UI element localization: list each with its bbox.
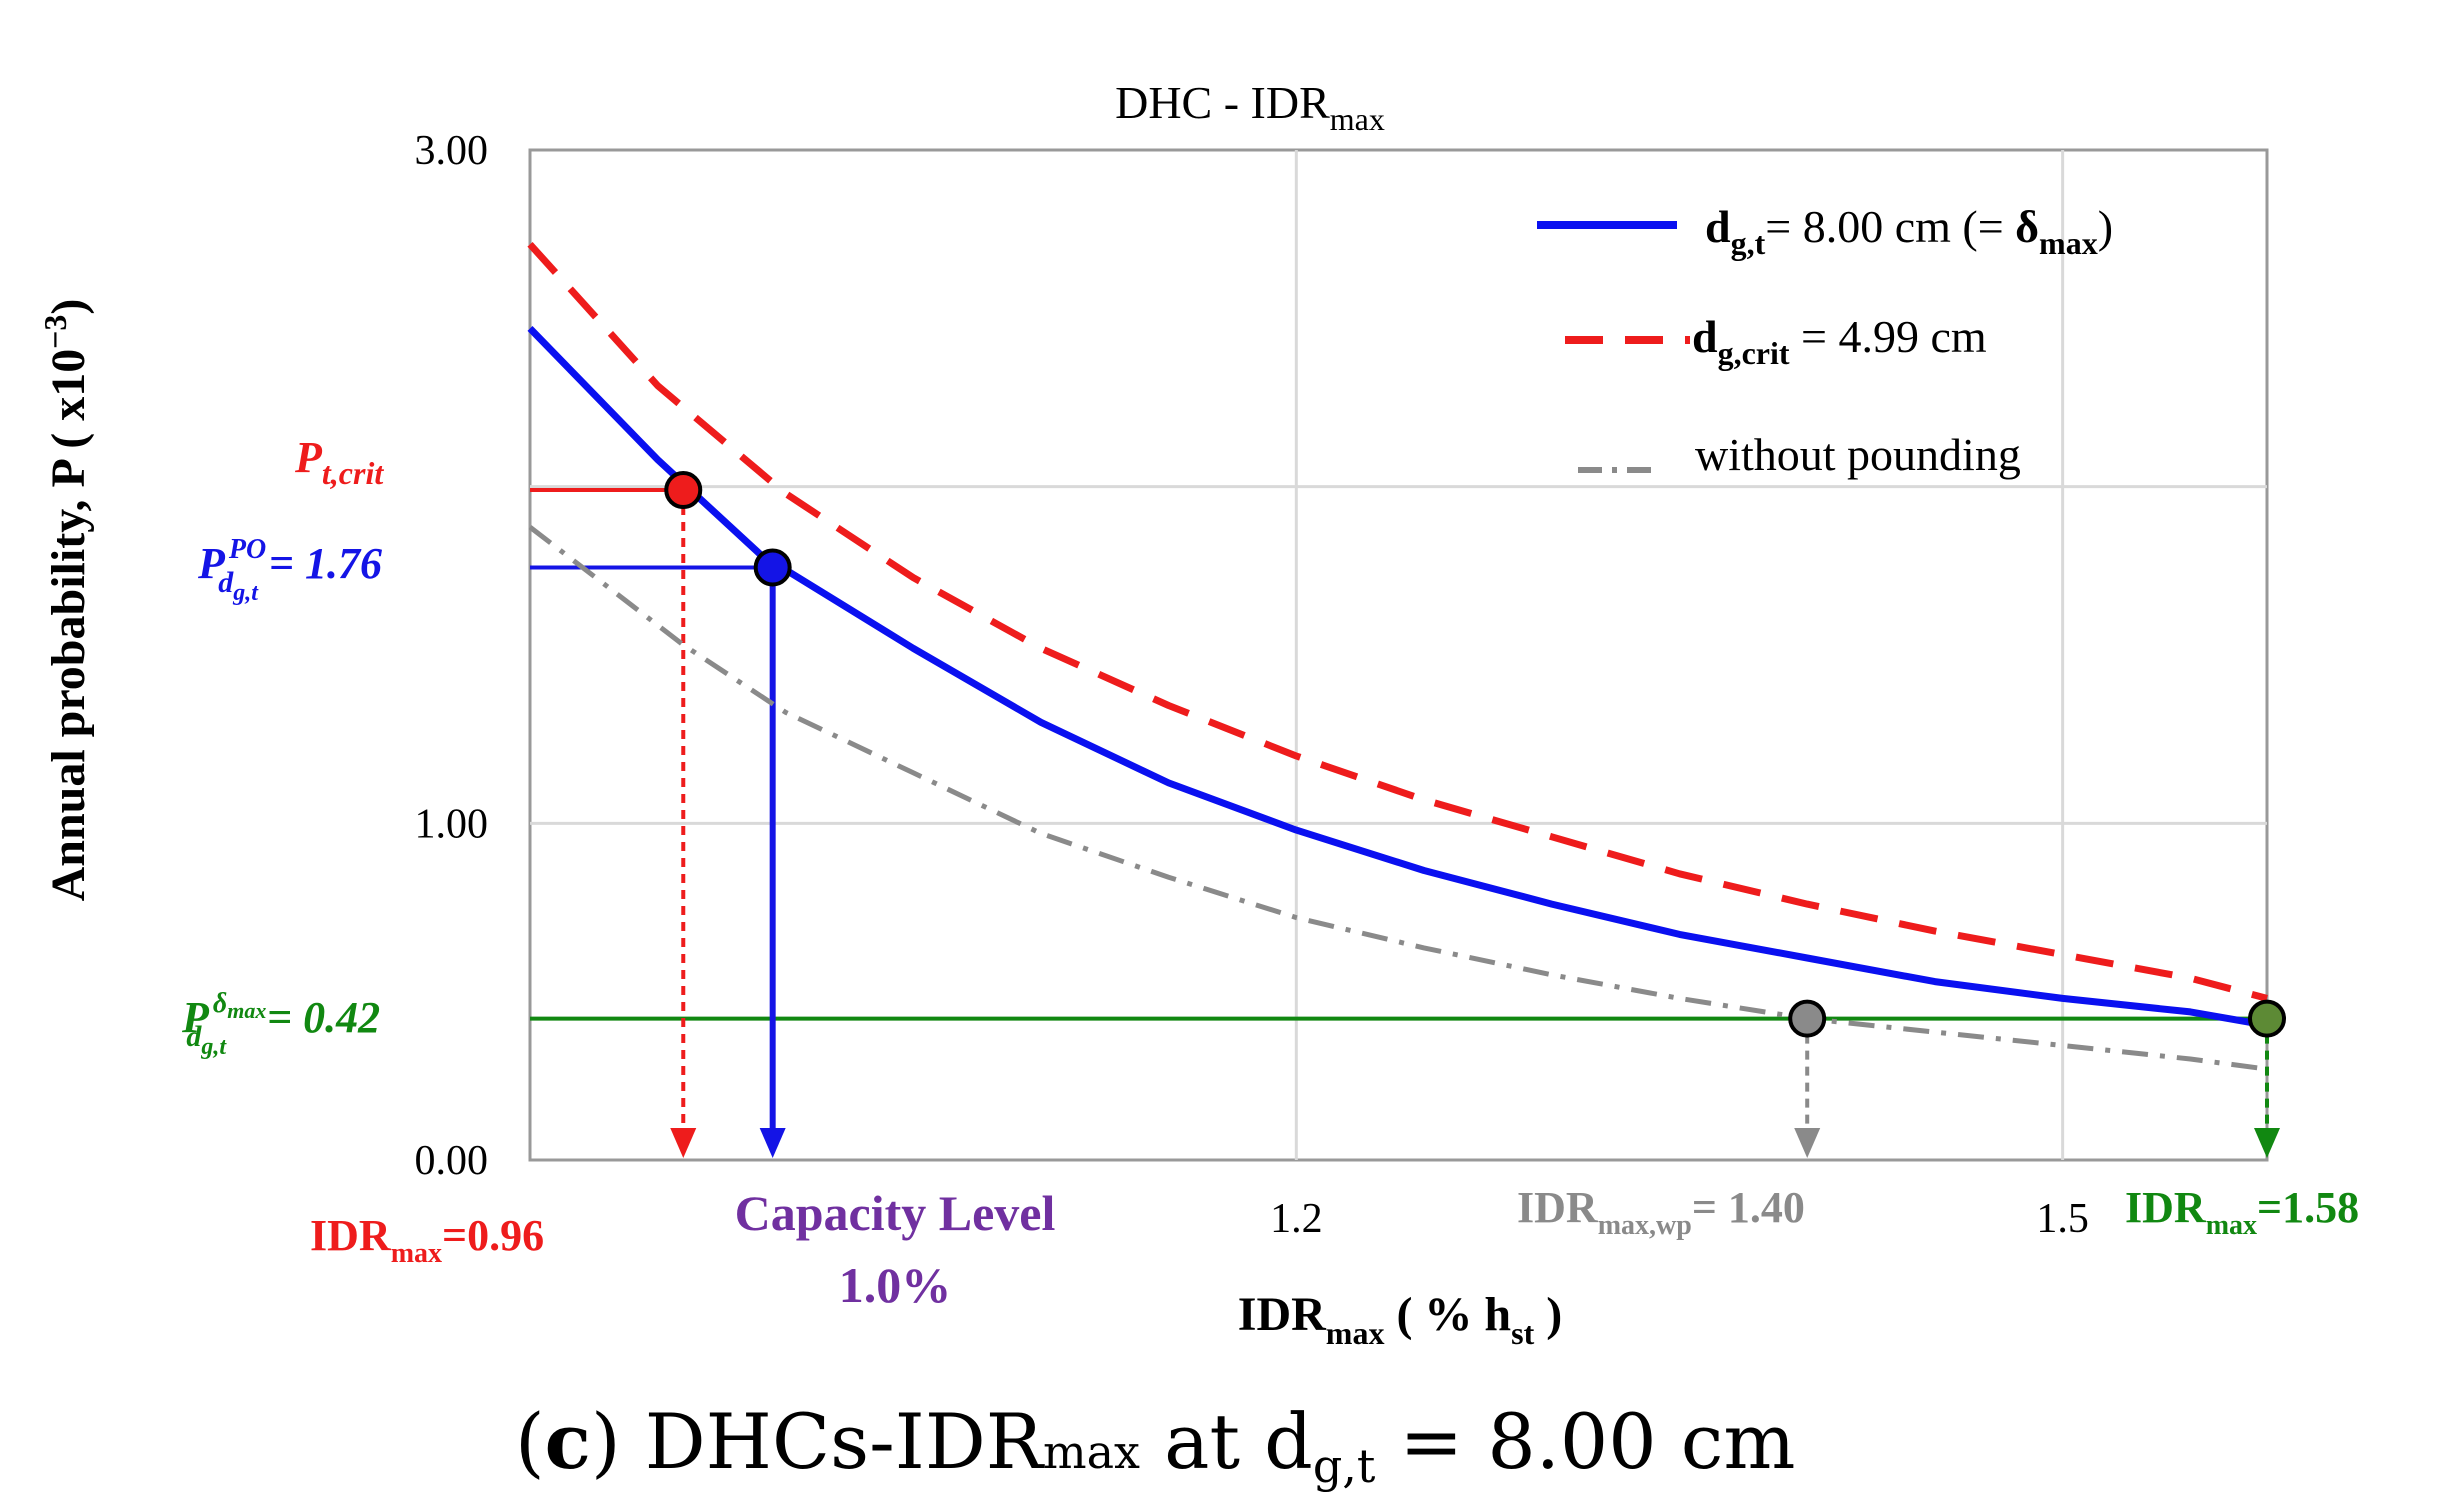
reference-arrowhead bbox=[2254, 1128, 2280, 1158]
y-tick-label: 3.00 bbox=[415, 128, 489, 174]
data-marker bbox=[2248, 999, 2286, 1038]
legend: dg,t= 8.00 cm (= δmax) dg,crit = 4.99 cm… bbox=[1537, 201, 2113, 480]
series-lines bbox=[527, 241, 2268, 1072]
data-marker bbox=[664, 471, 703, 510]
series-line-0 bbox=[527, 325, 2268, 1029]
y-tick-label: 1.00 bbox=[415, 801, 489, 847]
annotation-idr-096: IDRmax=0.96 bbox=[310, 1211, 544, 1269]
series-line-1 bbox=[527, 241, 2268, 1002]
data-marker bbox=[753, 548, 792, 587]
data-marker bbox=[1788, 999, 1827, 1038]
annotation-idr-wp: IDRmax,wp= 1.40 bbox=[1517, 1183, 1805, 1241]
tick-labels: 1.2 1.5 0.00 1.00 3.00 bbox=[415, 128, 2089, 1242]
x-tick-label: 1.2 bbox=[1270, 1196, 1323, 1242]
figure-caption: (c) DHCs-IDRmax at dg,t = 8.00 cm bbox=[515, 1397, 1795, 1493]
annotation-idr-158: IDRmax=1.58 bbox=[2125, 1183, 2359, 1241]
reference-lines bbox=[530, 488, 2280, 1158]
legend-label-dgcrit: dg,crit = 4.99 cm bbox=[1692, 311, 1987, 371]
plot-area bbox=[528, 148, 2269, 1162]
markers bbox=[664, 471, 2286, 1038]
y-axis-label: Annual probability, P ( x10−3) bbox=[37, 299, 95, 902]
x-axis-label: IDRmax ( % hst ) bbox=[1238, 1288, 1562, 1351]
annotation-capacity-line2: 1.0% bbox=[839, 1257, 952, 1313]
legend-label-without: without pounding bbox=[1695, 429, 2021, 480]
reference-arrowhead bbox=[670, 1128, 697, 1158]
reference-arrowhead bbox=[759, 1128, 786, 1158]
x-tick-label: 1.5 bbox=[2036, 1196, 2089, 1242]
reference-arrowhead bbox=[1794, 1128, 1821, 1158]
annotation-pt-crit: Pt,crit bbox=[294, 433, 384, 491]
series-line-2 bbox=[528, 525, 2268, 1072]
grid bbox=[530, 150, 2267, 1160]
annotation-capacity-line1: Capacity Level bbox=[735, 1185, 1056, 1241]
annotation-p-po: P PO dg,t = 1.76 bbox=[197, 534, 382, 606]
y-tick-label: 0.00 bbox=[415, 1138, 489, 1184]
legend-label-dgt: dg,t= 8.00 cm (= δmax) bbox=[1705, 201, 2113, 261]
chart-title: DHC - IDRmax bbox=[1115, 77, 1385, 137]
